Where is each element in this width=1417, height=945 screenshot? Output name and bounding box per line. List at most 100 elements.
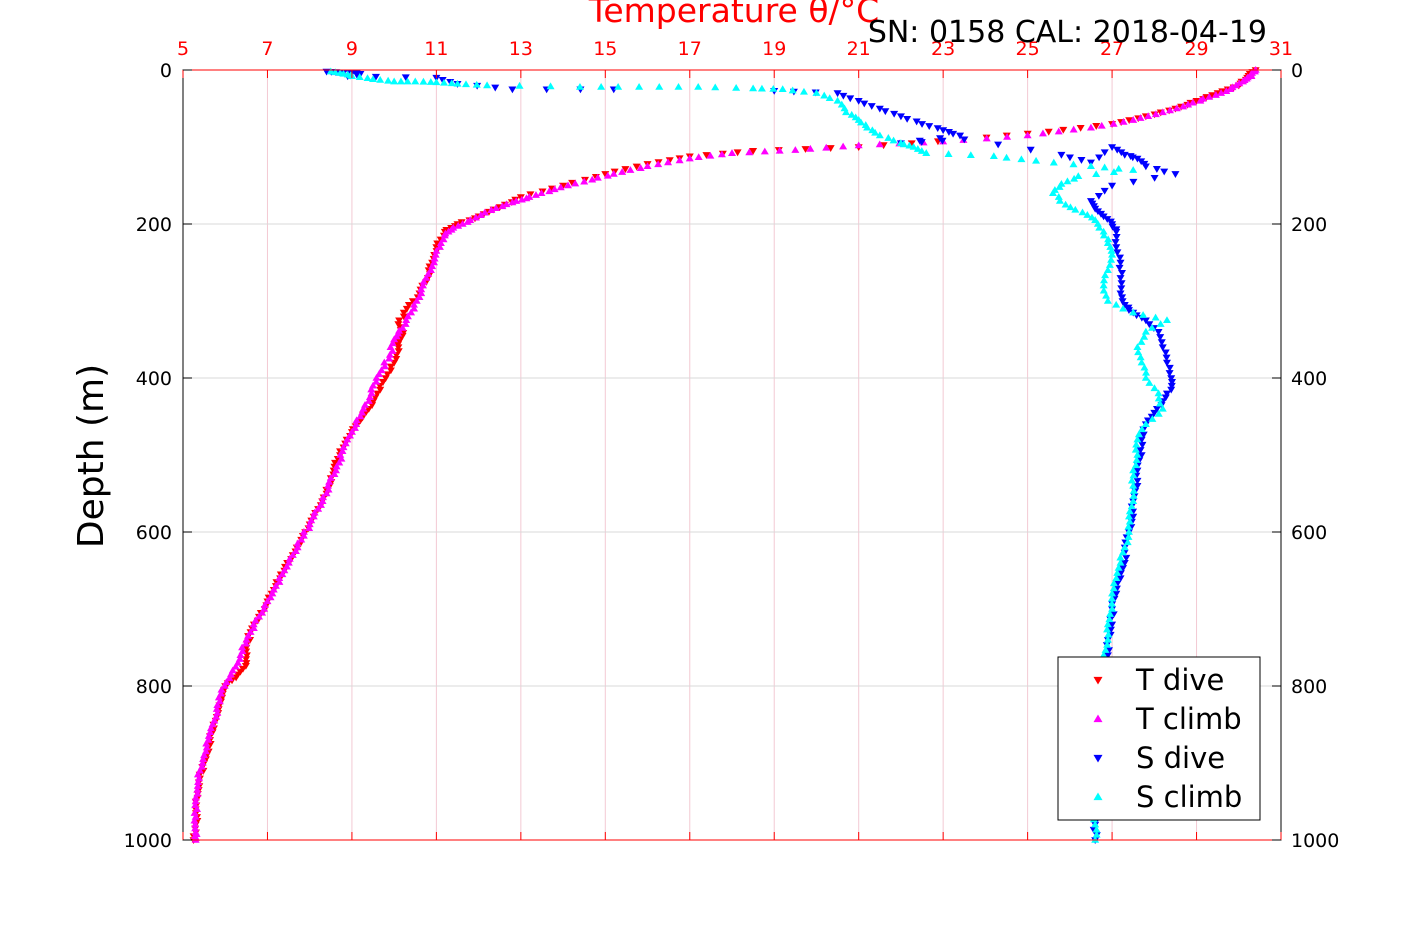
data-point (1140, 363, 1149, 371)
data-point (1188, 98, 1197, 106)
data-point (778, 85, 787, 93)
data-point (453, 79, 462, 87)
data-point (1108, 250, 1117, 258)
data-point (1113, 146, 1122, 154)
data-point (1107, 255, 1116, 263)
data-point (1118, 298, 1127, 305)
data-point (760, 147, 769, 155)
data-point (860, 100, 869, 108)
data-point (1077, 157, 1086, 164)
data-point (1137, 425, 1146, 433)
data-point (1154, 409, 1163, 417)
data-point (1122, 554, 1131, 562)
x-tick-label: 11 (424, 38, 448, 60)
data-point (949, 130, 958, 138)
data-point (825, 94, 834, 102)
data-point (1112, 590, 1121, 598)
data-point (356, 412, 365, 420)
data-point (1150, 175, 1159, 182)
data-point (266, 593, 275, 601)
data-point (545, 187, 554, 195)
data-point (580, 177, 589, 185)
data-point (938, 137, 947, 145)
data-point (1141, 317, 1150, 325)
data-point (1113, 249, 1122, 257)
data-point (1054, 127, 1063, 135)
data-point (202, 739, 211, 747)
data-point (293, 539, 302, 547)
data-point (791, 146, 800, 153)
data-point (379, 379, 388, 386)
data-point (200, 751, 209, 759)
legend-marker (1093, 714, 1103, 723)
data-point (1092, 830, 1101, 838)
data-point (316, 501, 325, 508)
data-point (1112, 574, 1121, 581)
data-point (384, 76, 393, 84)
data-point (881, 108, 890, 116)
data-point (694, 82, 703, 90)
data-point (842, 108, 851, 116)
data-point (352, 71, 361, 79)
data-point (1150, 409, 1159, 417)
data-point (288, 551, 297, 558)
data-point (1133, 451, 1142, 458)
data-point (431, 250, 440, 258)
y-tick-label-right: 200 (1291, 214, 1327, 236)
data-point (1048, 189, 1057, 196)
x-tick-label: 27 (1100, 38, 1124, 60)
data-point (325, 477, 334, 485)
data-point (1103, 297, 1112, 304)
data-point (1109, 579, 1118, 587)
data-point (1023, 131, 1032, 139)
y-tick-label-left: 600 (136, 522, 172, 544)
data-point (1044, 128, 1053, 136)
data-point (1137, 358, 1146, 366)
data-point (491, 84, 500, 92)
data-point (833, 96, 842, 104)
data-point (788, 86, 797, 94)
legend-label: S dive (1136, 741, 1225, 775)
data-point (1116, 558, 1125, 566)
data-point (614, 82, 623, 90)
data-point (550, 185, 559, 193)
data-point (191, 812, 200, 820)
y-tick-label-right: 0 (1291, 60, 1303, 82)
data-point (432, 74, 441, 82)
data-point (1141, 374, 1150, 381)
data-point (1141, 163, 1150, 171)
data-point (597, 82, 606, 90)
x-tick-label: 17 (678, 38, 702, 60)
data-point (1119, 304, 1128, 312)
data-point (1099, 286, 1108, 294)
data-point (1151, 110, 1160, 118)
data-point (833, 90, 842, 98)
data-point (275, 578, 284, 585)
data-point (1103, 620, 1112, 628)
data-point (1099, 227, 1108, 235)
data-point (654, 160, 663, 168)
data-point (476, 211, 485, 218)
data-point (1116, 259, 1125, 267)
data-point (471, 213, 480, 221)
data-point (193, 770, 202, 778)
data-point (875, 131, 884, 139)
data-point (1165, 106, 1174, 114)
y-tick-label-left: 800 (136, 676, 172, 698)
data-point (395, 317, 404, 325)
data-point (1124, 512, 1133, 520)
y-tick-label-left: 1000 (124, 830, 172, 852)
data-point (732, 83, 741, 91)
data-point (1148, 415, 1157, 422)
data-point (355, 73, 364, 80)
legend-box (1057, 656, 1261, 821)
data-point (871, 128, 880, 136)
data-point (1103, 266, 1112, 273)
data-point (1205, 92, 1214, 100)
data-point (1107, 594, 1116, 602)
data-point (1123, 538, 1132, 546)
data-point (398, 323, 407, 331)
data-point (1140, 332, 1149, 340)
data-point (1154, 389, 1163, 397)
data-point (1100, 163, 1109, 171)
